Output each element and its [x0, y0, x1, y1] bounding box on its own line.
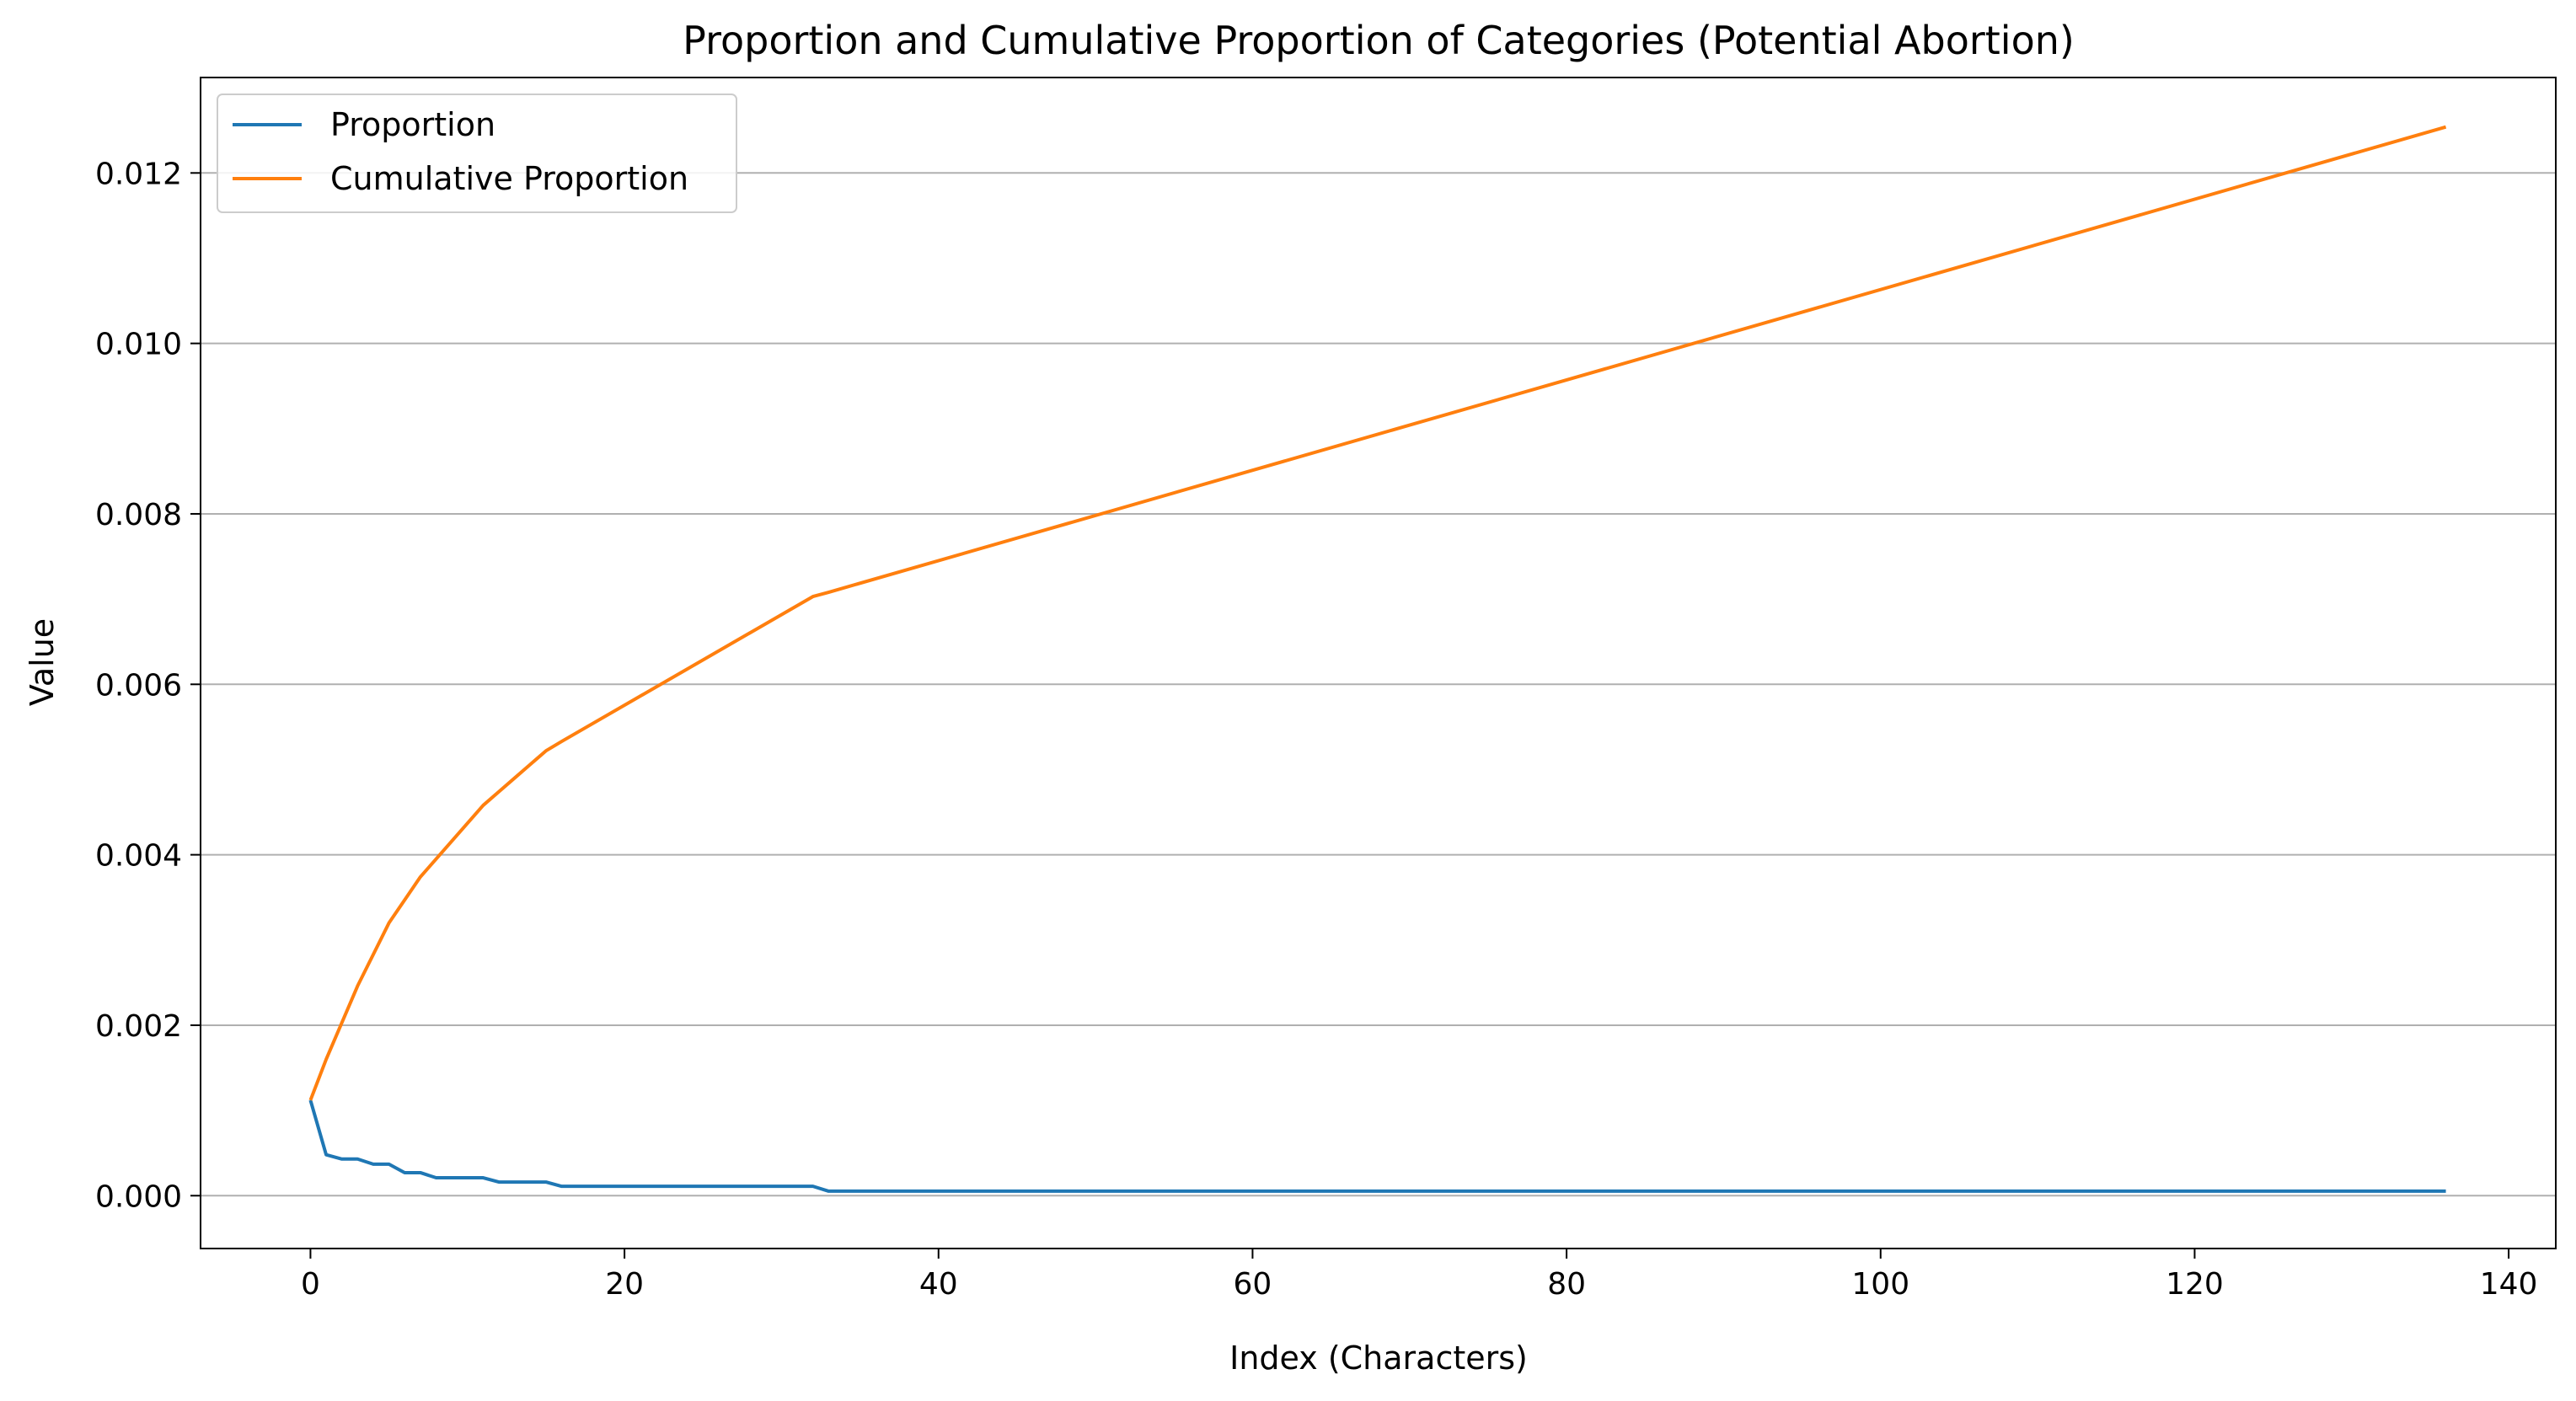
y-tick-label: 0.012	[95, 157, 182, 191]
x-axis-label: Index (Characters)	[1229, 1340, 1528, 1377]
legend: Proportion Cumulative Proportion	[217, 94, 737, 213]
y-tick-label: 0.010	[95, 328, 182, 362]
x-tick-label: 0	[301, 1267, 320, 1302]
chart-title: Proportion and Cumulative Proportion of …	[683, 18, 2075, 63]
legend-label-proportion: Proportion	[330, 106, 495, 143]
y-axis-ticks: 0.000 0.002 0.004 0.006 0.008 0.010 0.012	[95, 157, 201, 1214]
y-axis-label: Value	[24, 618, 61, 706]
grid-layer	[201, 172, 2556, 1197]
x-tick-label: 40	[919, 1267, 958, 1302]
plot-frame	[200, 77, 2557, 1249]
x-tick-label: 80	[1547, 1267, 1586, 1302]
series-line-proportion	[308, 1099, 2446, 1193]
legend-box	[217, 94, 737, 213]
y-tick-label: 0.008	[95, 498, 182, 532]
y-tick-label: 0.000	[95, 1179, 182, 1214]
x-axis-ticks: 0 20 40 60 80 100 120 140	[301, 1249, 2537, 1302]
x-tick-label: 60	[1234, 1267, 1272, 1302]
series-layer	[308, 125, 2447, 1193]
y-tick-label: 0.006	[95, 668, 182, 703]
y-tick-label: 0.002	[95, 1009, 182, 1044]
series-line-cumulative-proportion	[308, 125, 2447, 1101]
y-tick-label: 0.004	[95, 839, 182, 874]
x-tick-label: 120	[2166, 1267, 2224, 1302]
legend-label-cumulative-proportion: Cumulative Proportion	[330, 160, 688, 197]
x-tick-label: 100	[1851, 1267, 1909, 1302]
x-tick-label: 20	[605, 1267, 644, 1302]
x-tick-label: 140	[2480, 1267, 2538, 1302]
